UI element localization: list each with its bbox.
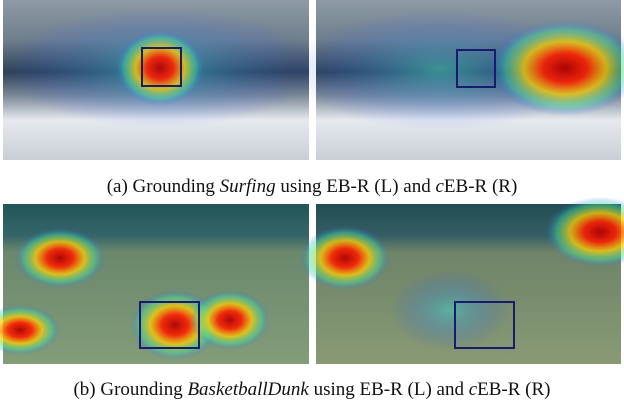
image-basketball-cebr: [300, 197, 624, 364]
image-basketball-ebr: [0, 204, 309, 364]
caption-segment: EB-R (R): [477, 379, 550, 400]
caption-segment: (b) Grounding: [73, 379, 187, 400]
image-surf-cebr: [290, 0, 624, 160]
caption: (a) Grounding Surfing using EB-R (L) and…: [107, 176, 518, 197]
caption-segment: c: [469, 379, 478, 400]
caption-segment: using EB-R (L) and: [276, 176, 436, 197]
caption-segment: c: [435, 176, 444, 197]
caption: (b) Grounding BasketballDunk using EB-R …: [73, 379, 550, 400]
caption-segment: BasketballDunk: [187, 379, 309, 400]
caption-segment: (a) Grounding: [107, 176, 220, 197]
image-surf-ebr: [0, 0, 320, 160]
caption-segment: EB-R (R): [444, 176, 517, 197]
caption-segment: using EB-R (L) and: [309, 379, 469, 400]
caption-segment: Surfing: [220, 176, 276, 197]
